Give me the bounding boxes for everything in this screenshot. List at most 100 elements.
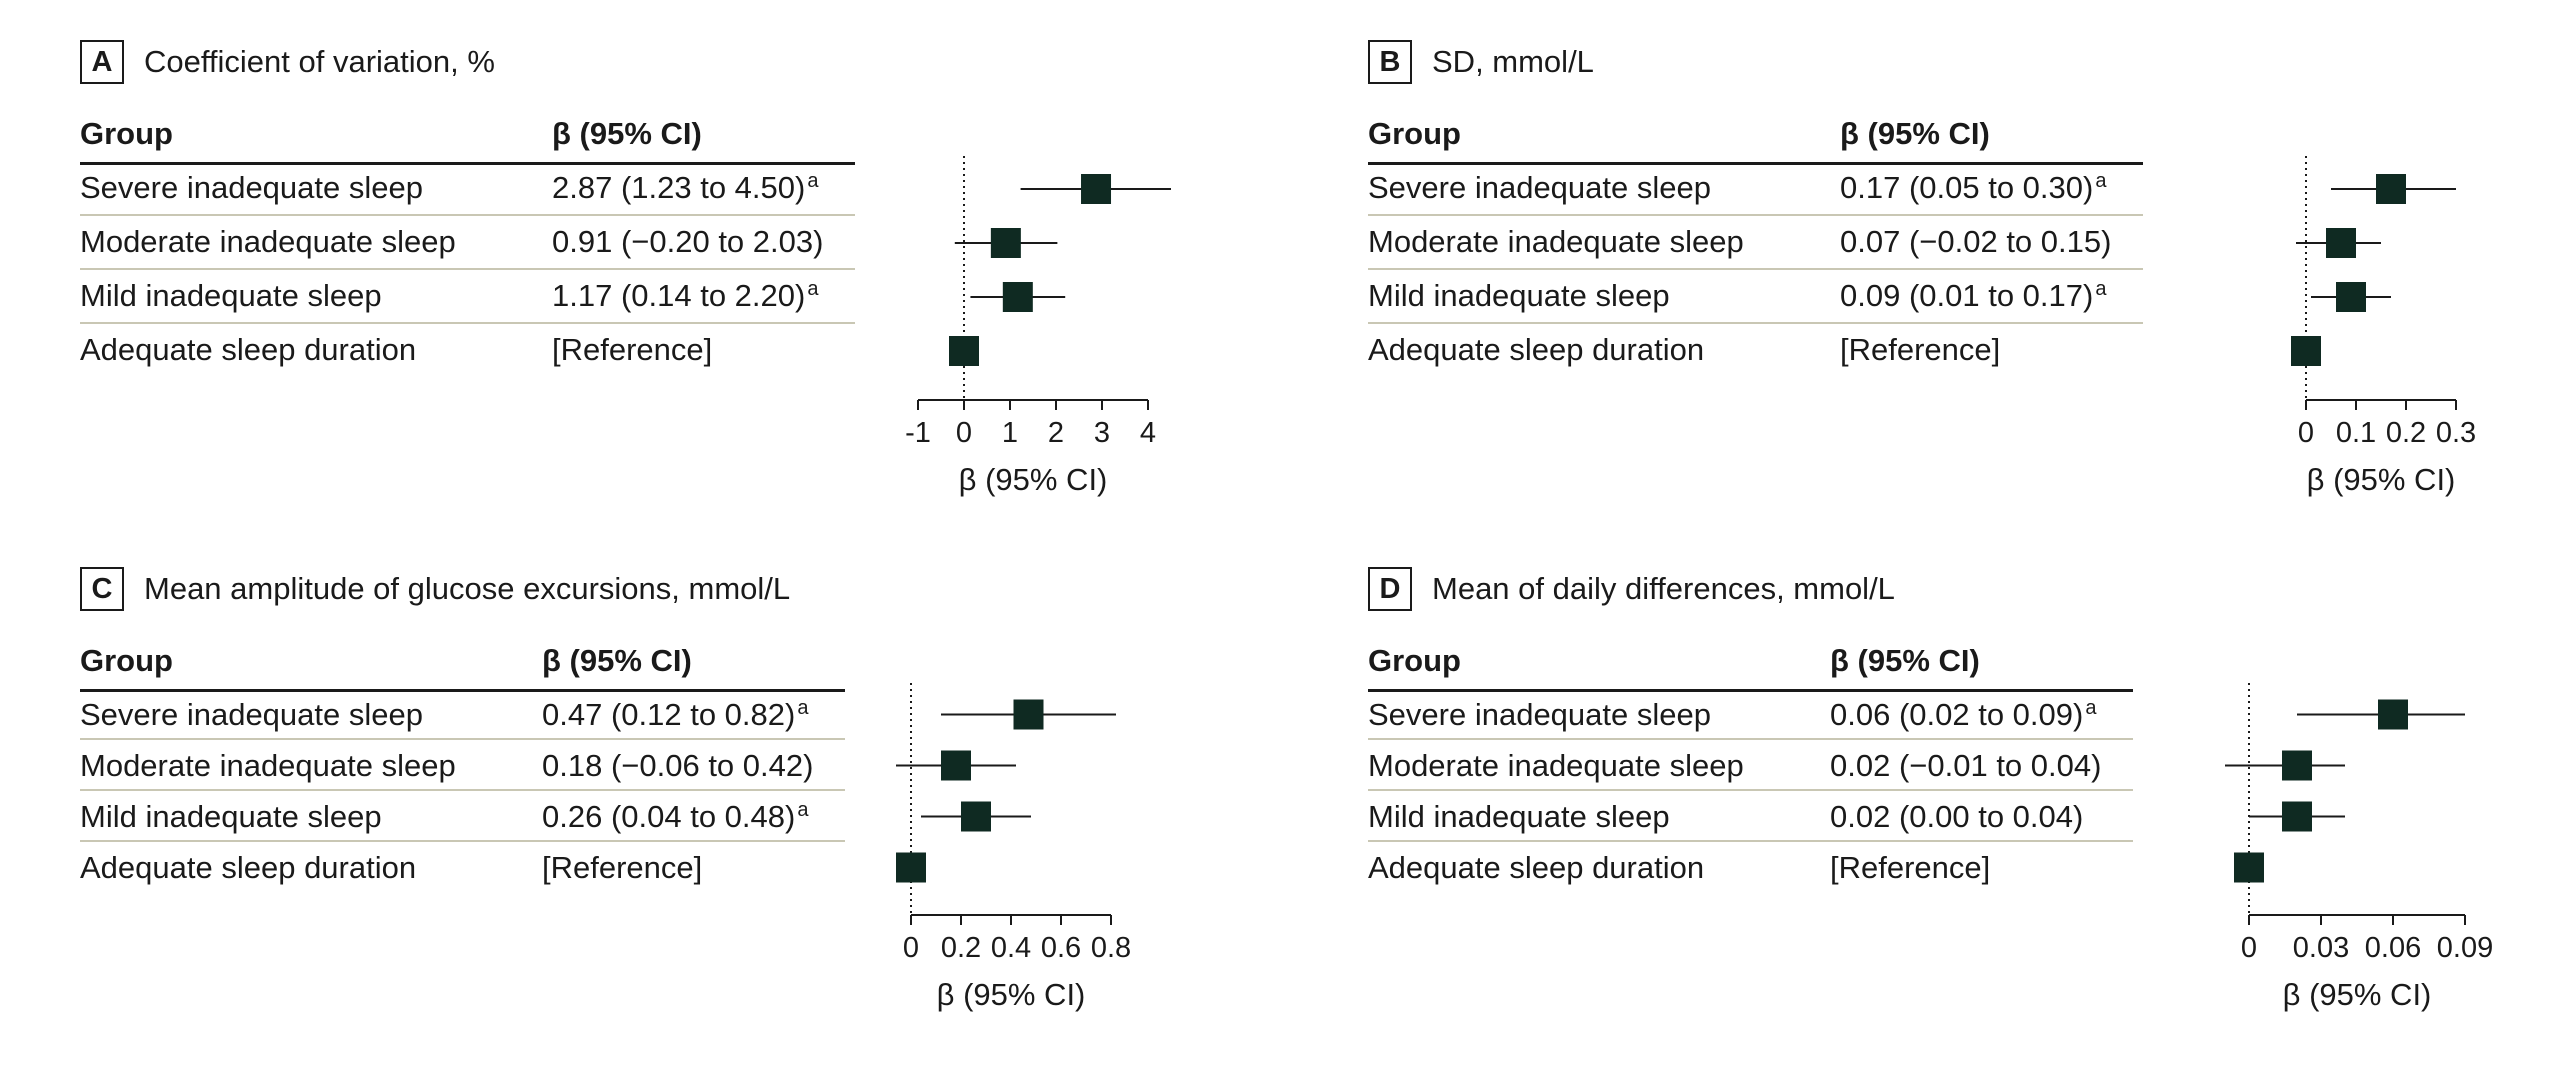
beta-ci-value: [Reference] — [552, 332, 712, 368]
group-label: Severe inadequate sleep — [1368, 697, 1711, 732]
beta-ci-text: 2.87 (1.23 to 4.50) — [552, 170, 806, 205]
beta-ci-value: [Reference] — [1840, 332, 2000, 368]
table-row: Adequate sleep duration [Reference] — [80, 842, 845, 893]
table-row: Moderate inadequate sleep 0.18 (−0.06 to … — [80, 740, 845, 791]
column-header-group: Group — [80, 116, 173, 151]
column-header-beta: β (95% CI) — [1830, 643, 1980, 678]
significance-footnote-marker: a — [2095, 169, 2107, 192]
point-estimate-mild-inadequate-sleep — [2336, 282, 2366, 312]
group-label: Adequate sleep duration — [1368, 332, 1705, 367]
forest-plot: -1 0 1 2 3 4 β (95% CI) — [905, 156, 1171, 497]
panel-title: Mean of daily differences, mmol/L — [1432, 571, 1895, 606]
forest-plot: 0 0.2 0.4 0.6 0.8β (95% CI) — [896, 683, 1131, 1012]
beta-ci-text: 0.02 (−0.01 to 0.04) — [1830, 748, 2102, 783]
beta-ci-value: 0.91 (−0.20 to 2.03) — [552, 224, 823, 260]
significance-footnote-marker: a — [807, 277, 819, 300]
column-header-group: Group — [1368, 116, 1461, 151]
panel-header: C Mean amplitude of glucose excursions, m… — [80, 565, 790, 613]
group-label: Mild inadequate sleep — [1368, 278, 1670, 313]
panel-label: C — [80, 567, 124, 611]
table-row: Mild inadequate sleep 0.26 (0.04 to 0.48)… — [80, 791, 845, 842]
panel-label: D — [1368, 567, 1412, 611]
column-header-beta: β (95% CI) — [542, 643, 692, 678]
significance-footnote-marker: a — [2095, 277, 2107, 300]
x-tick-label: 0.2 — [941, 932, 981, 964]
beta-ci-value: 0.26 (0.04 to 0.48) a — [542, 799, 808, 835]
beta-ci-text: 0.17 (0.05 to 0.30) — [1840, 170, 2094, 205]
point-estimate-moderate-inadequate-sleep — [2326, 228, 2356, 258]
x-tick-label: -1 — [905, 417, 931, 449]
column-header-beta: β (95% CI) — [1840, 116, 1990, 151]
beta-ci-text: 0.18 (−0.06 to 0.42) — [542, 748, 814, 783]
beta-ci-text: [Reference] — [552, 332, 713, 367]
forest-plot: 0 0.03 0.06 0.09β (95% CI) — [2225, 683, 2493, 1012]
table-row: Mild inadequate sleep 1.17 (0.14 to 2.20)… — [80, 270, 855, 324]
point-estimate-mild-inadequate-sleep — [2282, 801, 2312, 832]
table-header: Group β (95% CI) — [1368, 110, 2143, 165]
beta-ci-text: 0.02 (0.00 to 0.04) — [1830, 799, 2084, 834]
group-label: Severe inadequate sleep — [80, 697, 423, 732]
point-estimate-adequate-sleep-duration — [949, 336, 979, 366]
table-row: Moderate inadequate sleep 0.02 (−0.01 to … — [1368, 740, 2133, 791]
panel-title: SD, mmol/L — [1432, 44, 1594, 79]
beta-ci-value: 0.18 (−0.06 to 0.42) — [542, 748, 813, 784]
x-tick-label: 0.3 — [2436, 417, 2476, 449]
beta-ci-value: 1.17 (0.14 to 2.20) a — [552, 278, 818, 314]
point-estimate-severe-inadequate-sleep — [2378, 699, 2408, 730]
group-label: Moderate inadequate sleep — [80, 748, 456, 783]
table-row: Mild inadequate sleep 0.02 (0.00 to 0.04) — [1368, 791, 2133, 842]
x-tick-label: 0 — [2298, 417, 2314, 449]
x-tick-label: 0.09 — [2437, 932, 2493, 964]
group-label: Severe inadequate sleep — [1368, 170, 1711, 205]
beta-ci-value: 0.07 (−0.02 to 0.15) — [1840, 224, 2111, 260]
table-row: Adequate sleep duration [Reference] — [1368, 842, 2133, 893]
group-label: Moderate inadequate sleep — [80, 224, 456, 259]
panel-d: D Mean of daily differences, mmol/L Group β… — [1368, 565, 2560, 1065]
panel-header: D Mean of daily differences, mmol/L — [1368, 565, 1895, 613]
beta-ci-text: [Reference] — [1830, 850, 1991, 885]
group-label: Severe inadequate sleep — [80, 170, 423, 205]
beta-ci-text: 0.26 (0.04 to 0.48) — [542, 799, 796, 834]
group-label: Adequate sleep duration — [80, 850, 417, 885]
column-header-group: Group — [1368, 643, 1461, 678]
panel-a: A Coefficient of variation, % Group β (95% … — [80, 38, 1330, 538]
point-estimate-severe-inadequate-sleep — [2376, 174, 2406, 204]
panel-b: B SD, mmol/L Group β (95% CI) Severe inadequ… — [1368, 38, 2560, 538]
beta-ci-text: 0.06 (0.02 to 0.09) — [1830, 697, 2084, 732]
x-tick-label: 0.1 — [2336, 417, 2376, 449]
point-estimate-moderate-inadequate-sleep — [941, 750, 971, 781]
column-header-beta: β (95% CI) — [552, 116, 702, 151]
point-estimate-moderate-inadequate-sleep — [990, 228, 1021, 258]
beta-ci-value: 0.06 (0.02 to 0.09) a — [1830, 697, 2096, 733]
x-tick-label: 0.6 — [1041, 932, 1081, 964]
x-tick-label: 0.06 — [2365, 932, 2421, 964]
table-row: Severe inadequate sleep 0.47 (0.12 to 0.8… — [80, 689, 845, 740]
x-tick-label: 0 — [903, 932, 919, 964]
table-row: Severe inadequate sleep 0.17 (0.05 to 0.3… — [1368, 162, 2143, 216]
beta-ci-text: 0.09 (0.01 to 0.17) — [1840, 278, 2094, 313]
beta-ci-value: [Reference] — [1830, 850, 1990, 886]
x-tick-label: 0 — [2241, 932, 2257, 964]
beta-ci-text: 0.07 (−0.02 to 0.15) — [1840, 224, 2112, 259]
table-header: Group β (95% CI) — [80, 637, 845, 692]
x-tick-label: 3 — [1094, 417, 1110, 449]
beta-ci-value: 0.47 (0.12 to 0.82) a — [542, 697, 808, 733]
beta-ci-text: [Reference] — [542, 850, 703, 885]
significance-footnote-marker: a — [797, 798, 809, 821]
table-row: Adequate sleep duration [Reference] — [1368, 324, 2143, 378]
table-header: Group β (95% CI) — [1368, 637, 2133, 692]
x-axis-title: β (95% CI) — [2283, 977, 2432, 1012]
panel-header: A Coefficient of variation, % — [80, 38, 495, 86]
beta-ci-value: 2.87 (1.23 to 4.50) a — [552, 170, 818, 206]
panel-c: C Mean amplitude of glucose excursions, m… — [80, 565, 1330, 1065]
beta-ci-value: 0.02 (0.00 to 0.04) — [1830, 799, 2083, 835]
point-estimate-adequate-sleep-duration — [896, 852, 926, 883]
beta-ci-text: 0.47 (0.12 to 0.82) — [542, 697, 796, 732]
group-label: Moderate inadequate sleep — [1368, 748, 1744, 783]
point-estimate-adequate-sleep-duration — [2234, 852, 2264, 883]
panel-label: A — [80, 40, 124, 84]
x-tick-label: 1 — [1002, 417, 1018, 449]
forest-plot: 0 0.1 0.2 0.3 β (95% CI) — [2291, 156, 2476, 497]
beta-ci-text: [Reference] — [1840, 332, 2001, 367]
point-estimate-severe-inadequate-sleep — [1081, 174, 1112, 204]
